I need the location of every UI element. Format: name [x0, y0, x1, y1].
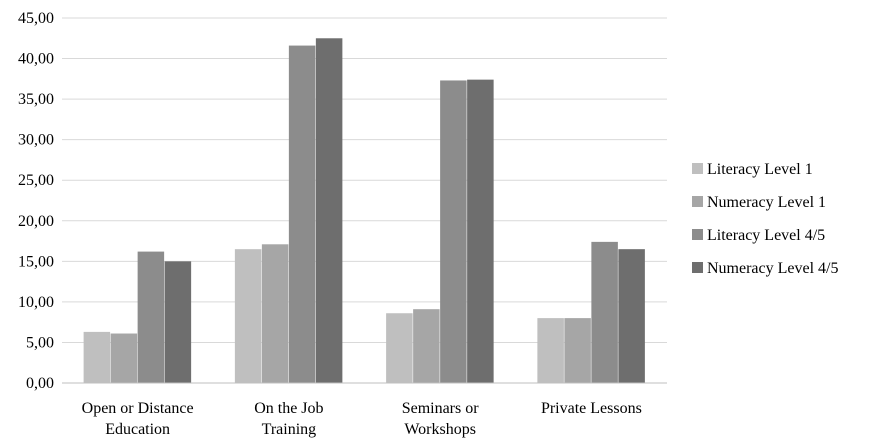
legend: Literacy Level 1 Numeracy Level 1 Literacy… [692, 161, 839, 277]
category-label: On the Job [254, 400, 323, 417]
legend-label: Literacy Level 4/5 [707, 227, 825, 244]
legend-label: Literacy Level 1 [707, 161, 813, 178]
y-tick-labels: 0,00 5,00 10,00 15,00 20,00 25,00 30,00 35,00 40… [18, 10, 54, 392]
y-tick-label: 15,00 [18, 253, 54, 270]
legend-label: Numeracy Level 4/5 [707, 260, 839, 277]
category-label: Workshops [404, 421, 476, 438]
legend-swatch [692, 196, 703, 207]
y-tick-label: 25,00 [18, 172, 54, 189]
bar [234, 249, 262, 383]
legend-swatch [692, 229, 703, 240]
category-label: Private Lessons [541, 400, 642, 417]
bar [137, 251, 165, 383]
legend-swatch [692, 262, 703, 273]
bar [591, 241, 618, 383]
bar [261, 244, 289, 383]
legend-swatch [692, 163, 703, 174]
bar [537, 318, 564, 383]
bar [83, 331, 111, 383]
bar [110, 333, 138, 383]
bar [467, 79, 494, 384]
bar [164, 261, 192, 383]
bar [386, 313, 413, 383]
y-tick-label: 20,00 [18, 213, 54, 230]
bar [315, 38, 343, 384]
bar [440, 80, 467, 383]
category-label: Education [105, 421, 170, 438]
bar [564, 318, 591, 383]
y-tick-label: 40,00 [18, 51, 54, 68]
y-tick-label: 45,00 [18, 10, 54, 27]
bar [413, 309, 440, 383]
category-label: Seminars or [402, 400, 480, 417]
y-tick-label: 35,00 [18, 91, 54, 108]
bar [618, 249, 645, 383]
category-label: Training [262, 421, 317, 438]
bar [288, 45, 316, 383]
category-label: Open or Distance [82, 400, 194, 417]
legend-label: Numeracy Level 1 [707, 194, 826, 211]
bars [83, 38, 645, 384]
y-tick-label: 5,00 [26, 334, 54, 351]
category-labels: Open or Distance Education On the Job Train… [82, 400, 642, 438]
y-tick-label: 10,00 [18, 294, 54, 311]
y-tick-label: 0,00 [26, 375, 54, 392]
y-tick-label: 30,00 [18, 132, 54, 149]
